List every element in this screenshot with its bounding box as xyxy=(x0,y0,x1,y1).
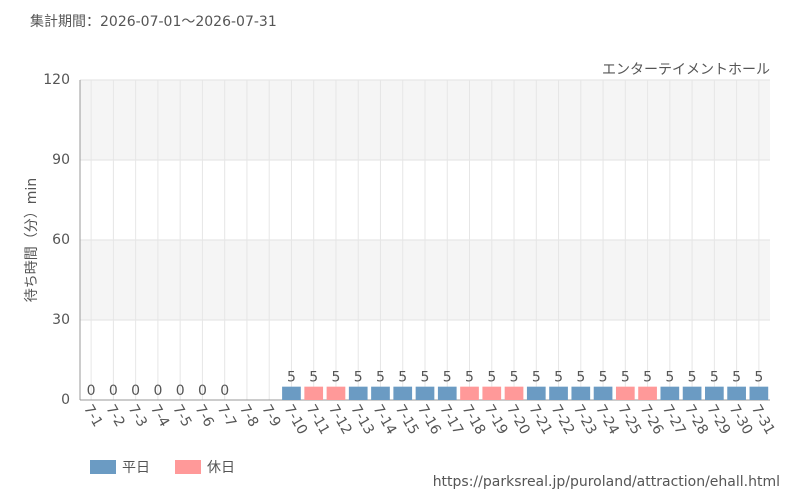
legend-label: 平日 xyxy=(122,460,150,476)
bar xyxy=(571,386,591,400)
y-axis-label: 待ち時間（分）min xyxy=(24,178,40,302)
value-label: 5 xyxy=(465,370,474,386)
y-tick-label: 60 xyxy=(52,232,70,248)
value-label: 0 xyxy=(131,383,140,399)
value-label: 5 xyxy=(710,370,719,386)
value-label: 5 xyxy=(487,370,496,386)
x-tick-label: 7-31 xyxy=(748,402,778,438)
value-label: 5 xyxy=(554,370,563,386)
value-label: 5 xyxy=(398,370,407,386)
bar xyxy=(482,386,502,400)
legend-label: 休日 xyxy=(207,460,235,476)
x-tick-label: 7-8 xyxy=(236,402,261,430)
value-label: 5 xyxy=(688,370,697,386)
bar xyxy=(749,386,769,400)
bar xyxy=(371,386,390,400)
value-label: 5 xyxy=(732,370,741,386)
value-label: 5 xyxy=(643,370,652,386)
value-label: 0 xyxy=(176,383,185,399)
bar xyxy=(526,386,546,400)
x-tick-label: 7-1 xyxy=(80,402,105,430)
value-label: 0 xyxy=(198,383,207,399)
value-label: 5 xyxy=(665,370,674,386)
bar xyxy=(705,386,724,400)
bar xyxy=(638,386,657,400)
x-tick-label: 7-2 xyxy=(102,402,127,430)
x-tick-label: 7-9 xyxy=(258,402,283,430)
bar xyxy=(304,386,324,400)
source: https://parksreal.jp/puroland/attraction… xyxy=(433,474,780,490)
x-tick-label: 7-7 xyxy=(214,402,239,430)
bar xyxy=(415,386,435,400)
bar xyxy=(460,386,479,400)
legend-swatch xyxy=(90,460,116,474)
bar xyxy=(549,386,568,400)
value-label: 5 xyxy=(754,370,763,386)
value-label: 5 xyxy=(621,370,630,386)
value-label: 0 xyxy=(153,383,162,399)
legend-swatch xyxy=(175,460,201,474)
value-label: 5 xyxy=(599,370,608,386)
x-tick-label: 7-6 xyxy=(191,402,216,430)
value-label: 5 xyxy=(332,370,341,386)
y-tick-label: 30 xyxy=(52,312,70,328)
bar xyxy=(593,386,613,400)
x-tick-label: 7-4 xyxy=(147,402,172,430)
bar xyxy=(326,386,346,400)
value-label: 0 xyxy=(109,383,118,399)
x-tick-label: 7-3 xyxy=(125,402,150,430)
bar xyxy=(393,386,413,400)
x-tick-label: 7-5 xyxy=(169,402,194,430)
value-label: 5 xyxy=(376,370,385,386)
value-label: 5 xyxy=(532,370,541,386)
y-tick-label: 90 xyxy=(52,152,70,168)
subtitle: エンターテイメントホール xyxy=(602,62,770,78)
bar xyxy=(437,386,457,400)
bar xyxy=(660,386,680,400)
value-label: 5 xyxy=(576,370,585,386)
bar xyxy=(348,386,368,400)
value-label: 0 xyxy=(220,383,229,399)
bar xyxy=(682,386,702,400)
value-label: 5 xyxy=(510,370,519,386)
bar xyxy=(615,386,635,400)
value-label: 5 xyxy=(354,370,363,386)
value-label: 5 xyxy=(287,370,296,386)
value-label: 0 xyxy=(87,383,96,399)
y-tick-label: 0 xyxy=(61,392,70,408)
bar xyxy=(504,386,524,400)
period: 集計期間：2026-07-01～2026-07-31 xyxy=(30,13,277,30)
y-tick-label: 120 xyxy=(43,72,70,88)
bar xyxy=(282,386,301,400)
bar xyxy=(727,386,746,400)
value-label: 5 xyxy=(309,370,318,386)
value-label: 5 xyxy=(443,370,452,386)
value-label: 5 xyxy=(421,370,430,386)
